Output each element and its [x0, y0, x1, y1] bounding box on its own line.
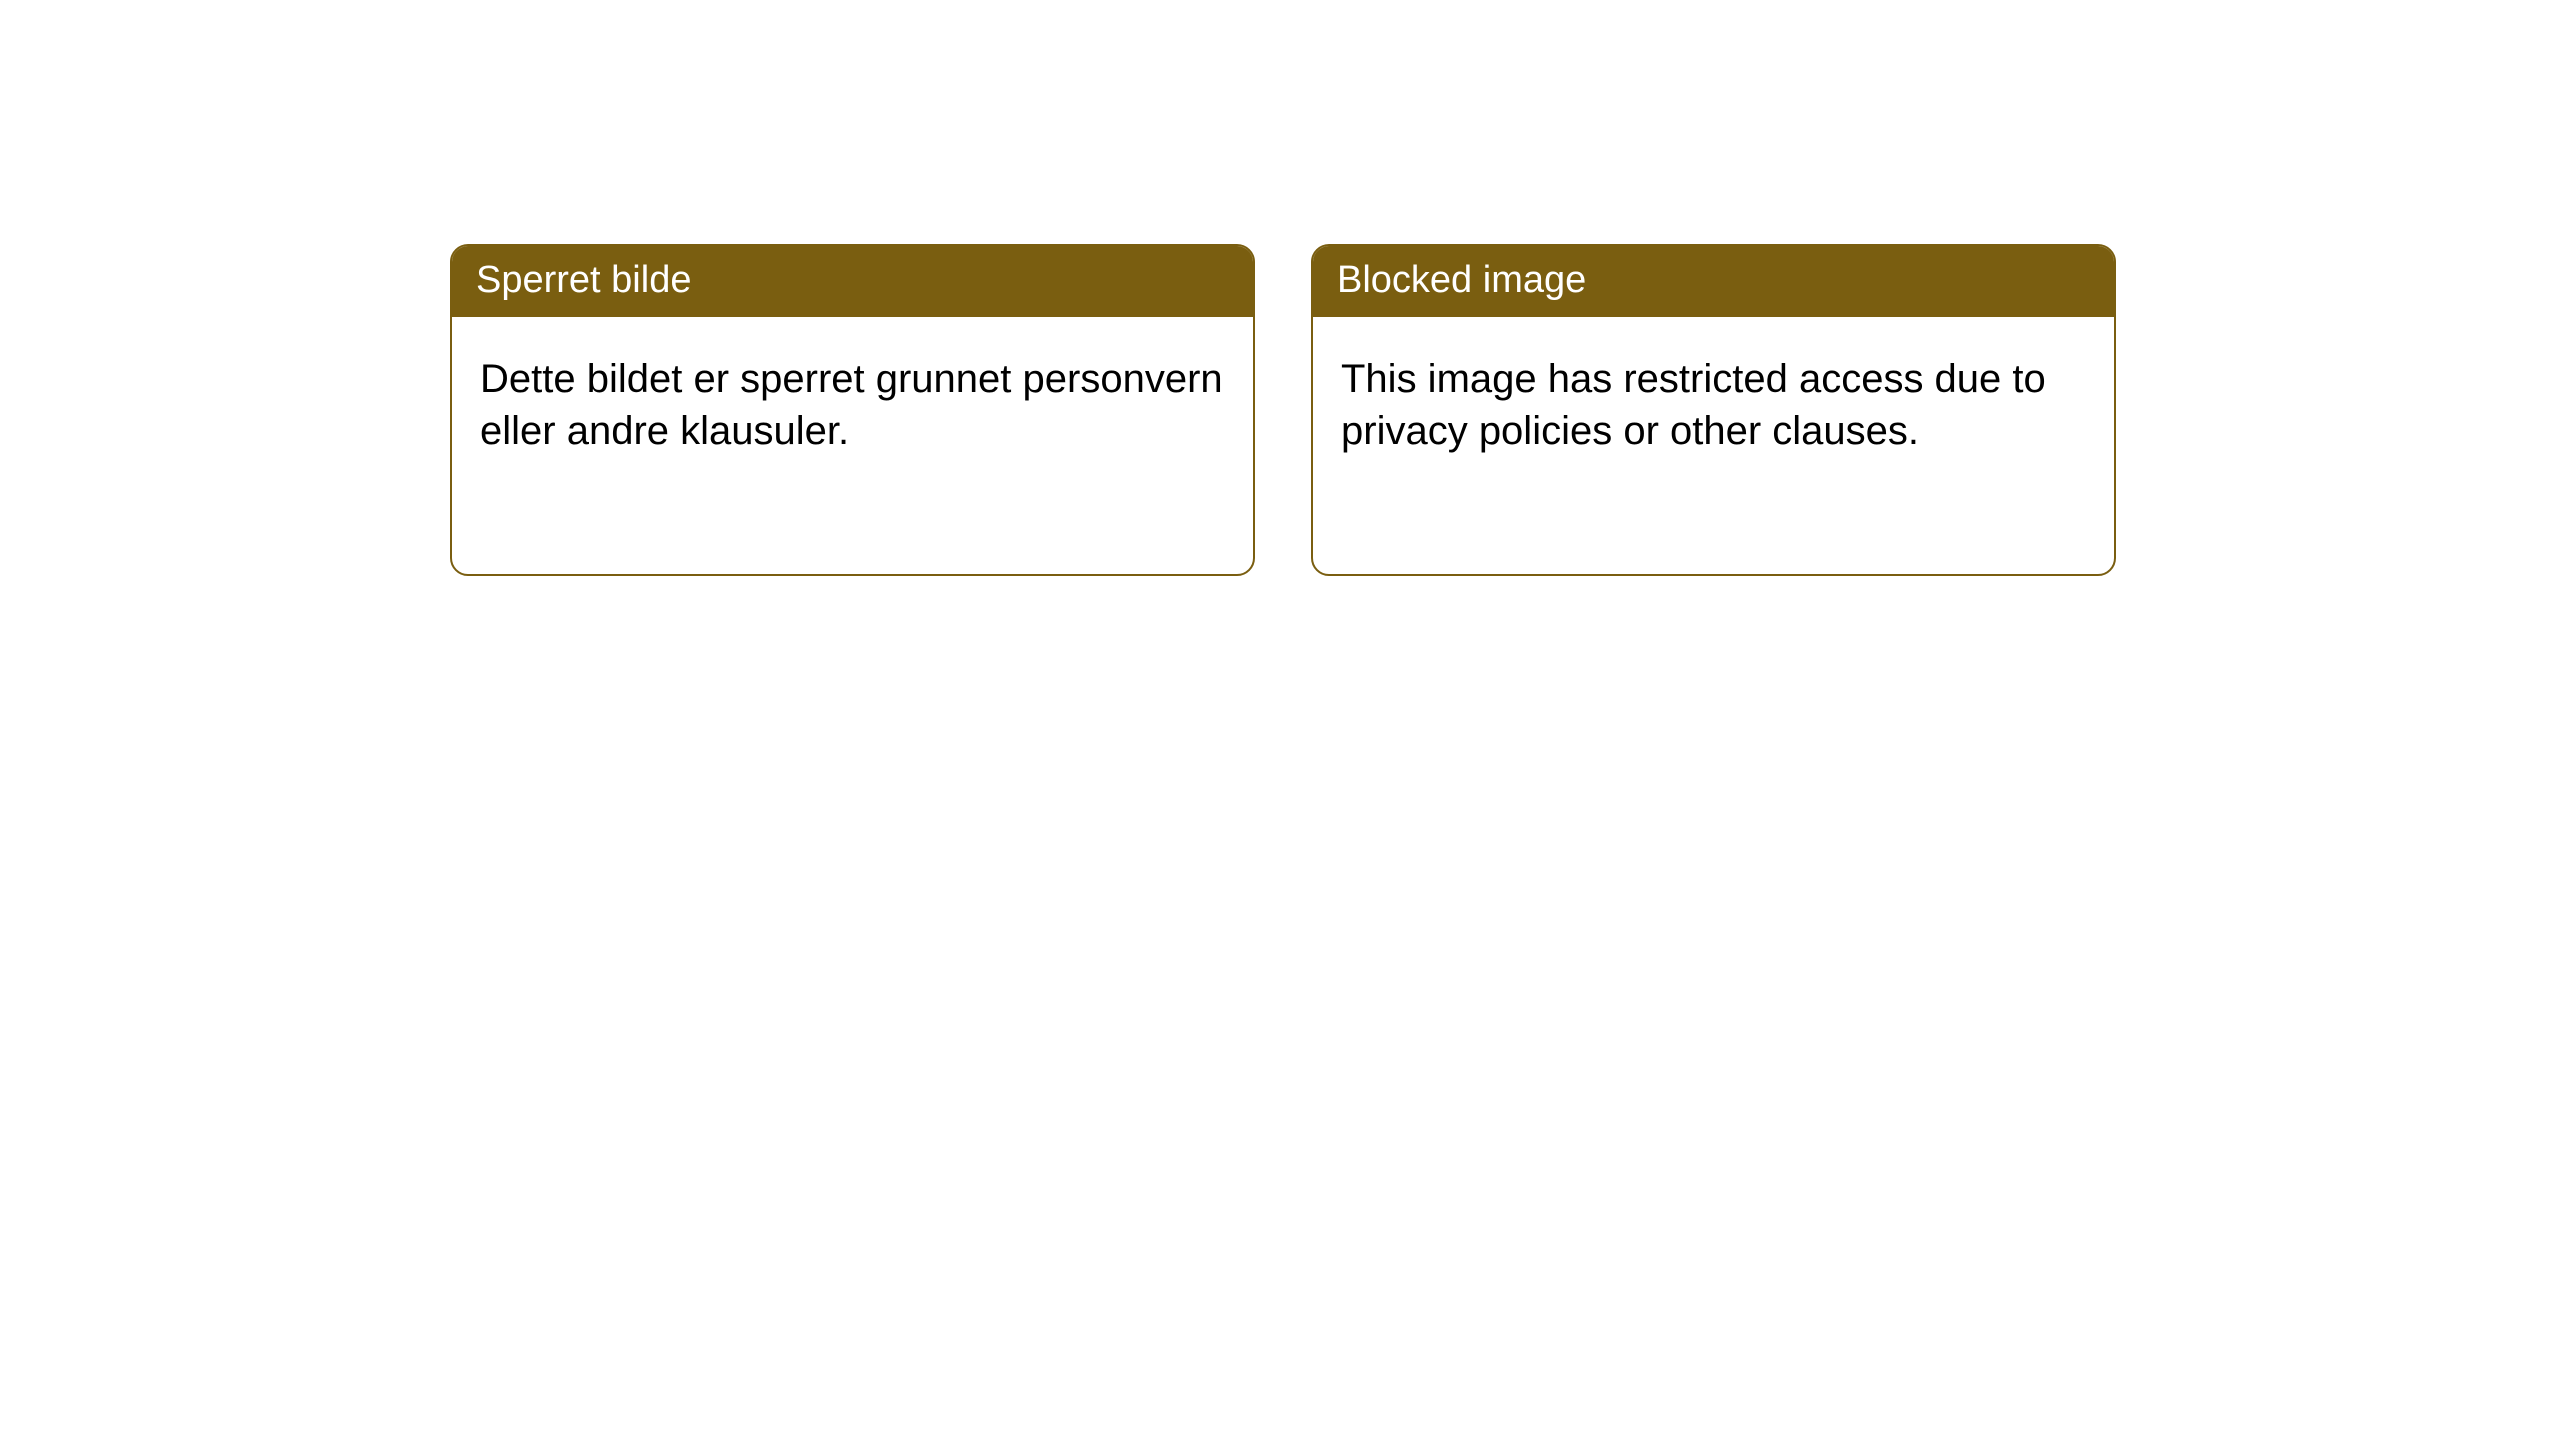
- notice-header: Blocked image: [1313, 246, 2114, 317]
- notice-card-english: Blocked image This image has restricted …: [1311, 244, 2116, 576]
- notice-header: Sperret bilde: [452, 246, 1253, 317]
- notice-body: Dette bildet er sperret grunnet personve…: [452, 317, 1253, 485]
- notice-container: Sperret bilde Dette bildet er sperret gr…: [0, 0, 2560, 576]
- notice-card-norwegian: Sperret bilde Dette bildet er sperret gr…: [450, 244, 1255, 576]
- notice-body: This image has restricted access due to …: [1313, 317, 2114, 485]
